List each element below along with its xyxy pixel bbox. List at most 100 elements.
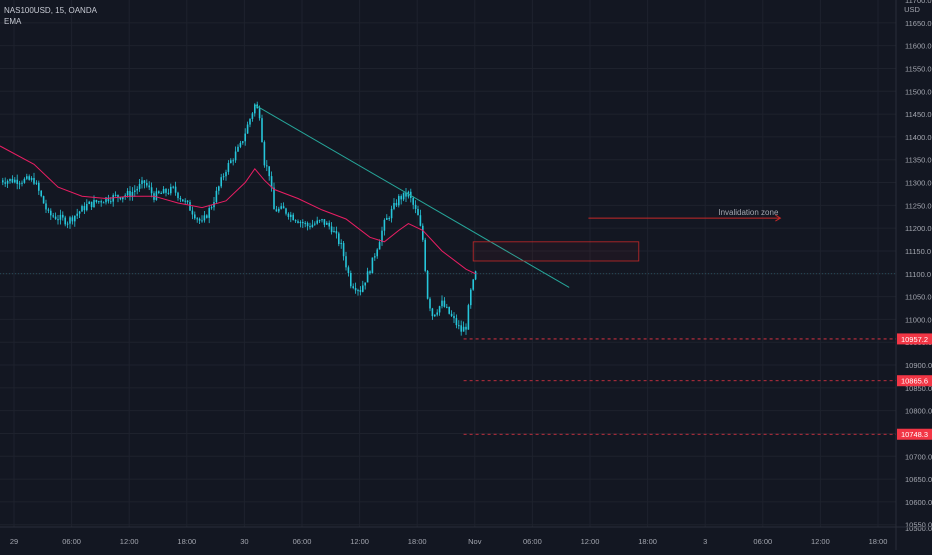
candle-body bbox=[443, 300, 446, 307]
candle-body bbox=[141, 180, 143, 184]
price-tick-label: 11050.0 bbox=[905, 293, 932, 302]
candle-body bbox=[30, 177, 33, 180]
candle-body bbox=[64, 217, 66, 225]
trend-line[interactable] bbox=[254, 104, 570, 288]
price-tick-label: 10800.0 bbox=[905, 407, 932, 416]
candle-body bbox=[242, 141, 244, 143]
candle-body bbox=[102, 202, 105, 204]
candle-body bbox=[359, 290, 362, 292]
candle-body bbox=[186, 200, 189, 203]
candle-body bbox=[88, 201, 90, 205]
candle-body bbox=[114, 194, 117, 196]
candle-body bbox=[347, 267, 350, 274]
candle-body bbox=[270, 176, 273, 188]
candle-body bbox=[76, 213, 78, 216]
candle-body bbox=[330, 226, 333, 233]
time-tick-label: 18:00 bbox=[177, 537, 196, 546]
symbol-label[interactable]: NAS100USD, 15, OANDA bbox=[4, 6, 97, 15]
candle-body bbox=[18, 183, 21, 185]
candle-body bbox=[266, 165, 268, 167]
chart-legend: NAS100USD, 15, OANDA EMA bbox=[4, 5, 97, 27]
price-tick-label: 11700.0 bbox=[905, 0, 932, 5]
candle-body bbox=[78, 211, 81, 214]
candle-body bbox=[278, 208, 280, 212]
invalidation-zone-label: Invalidation zone bbox=[718, 208, 779, 217]
candle-body bbox=[81, 206, 83, 212]
candle-body bbox=[2, 180, 4, 183]
candle-body bbox=[155, 191, 158, 200]
candle-body bbox=[122, 196, 124, 200]
time-tick-label: 06:00 bbox=[62, 537, 81, 546]
invalidation-zone-box[interactable] bbox=[472, 241, 640, 262]
candle-body bbox=[95, 200, 98, 202]
price-tick-label: 11100.0 bbox=[905, 270, 931, 279]
candle-body bbox=[201, 220, 203, 222]
candle-body bbox=[182, 199, 184, 202]
candle-body bbox=[422, 225, 424, 240]
candle-body bbox=[292, 214, 294, 221]
candle-body bbox=[23, 178, 26, 183]
candle-body bbox=[462, 326, 465, 332]
candle-body bbox=[196, 218, 198, 220]
target-level-badge bbox=[897, 428, 932, 440]
candle-body bbox=[249, 118, 251, 125]
candle-body bbox=[417, 208, 419, 216]
time-tick-label: 12:00 bbox=[581, 537, 600, 546]
candle-body bbox=[40, 190, 42, 197]
candle-body bbox=[321, 219, 323, 221]
candle-body bbox=[50, 210, 52, 216]
candle-body bbox=[150, 187, 153, 194]
candle-body bbox=[74, 215, 76, 222]
candle-body bbox=[189, 202, 191, 211]
candle-body bbox=[158, 191, 160, 194]
candle-body bbox=[263, 142, 266, 166]
candle-body bbox=[66, 223, 69, 225]
candle-body bbox=[16, 179, 18, 184]
candle-body bbox=[458, 325, 460, 327]
candle-body bbox=[170, 186, 172, 194]
candle-body bbox=[107, 197, 110, 202]
candle-body bbox=[374, 256, 376, 258]
candle-body bbox=[316, 220, 318, 224]
candle-body bbox=[352, 286, 354, 288]
price-tick-label: 11600.0 bbox=[905, 42, 932, 51]
candle-body bbox=[299, 222, 302, 224]
candle-body bbox=[364, 282, 366, 286]
candle-body bbox=[110, 201, 112, 203]
candle-body bbox=[4, 182, 6, 184]
candle-body bbox=[172, 186, 174, 188]
time-tick-label: 30 bbox=[240, 537, 248, 546]
candle-body bbox=[237, 146, 239, 152]
candle-body bbox=[398, 196, 400, 206]
candle-body bbox=[465, 326, 467, 330]
candle-body bbox=[62, 214, 64, 218]
candle-body bbox=[184, 200, 186, 202]
candle-body bbox=[136, 188, 138, 191]
price-tick-label: 11300.0 bbox=[905, 179, 932, 188]
ema-indicator-label[interactable]: EMA bbox=[4, 17, 22, 26]
candle-body bbox=[438, 306, 441, 313]
candle-body bbox=[414, 204, 417, 209]
candle-body bbox=[311, 224, 314, 228]
price-tick-label: 11250.0 bbox=[905, 201, 932, 210]
candle-body bbox=[239, 142, 242, 147]
candle-body bbox=[59, 214, 62, 220]
price-tick-label: 11650.0 bbox=[905, 19, 932, 28]
time-tick-label: 18:00 bbox=[408, 537, 427, 546]
candle-body bbox=[174, 186, 177, 193]
candle-body bbox=[342, 243, 345, 257]
candle-body bbox=[371, 257, 374, 274]
candle-body bbox=[362, 285, 364, 292]
candle-body bbox=[117, 194, 119, 198]
candle-body bbox=[340, 243, 342, 245]
candle-body bbox=[227, 163, 230, 172]
time-tick-label: 06:00 bbox=[523, 537, 542, 546]
candle-body bbox=[450, 313, 453, 316]
candle-body bbox=[69, 217, 71, 224]
candle-body bbox=[54, 216, 57, 220]
candle-body bbox=[71, 217, 74, 222]
candle-body bbox=[208, 208, 210, 218]
time-tick-label: 12:00 bbox=[811, 537, 830, 546]
